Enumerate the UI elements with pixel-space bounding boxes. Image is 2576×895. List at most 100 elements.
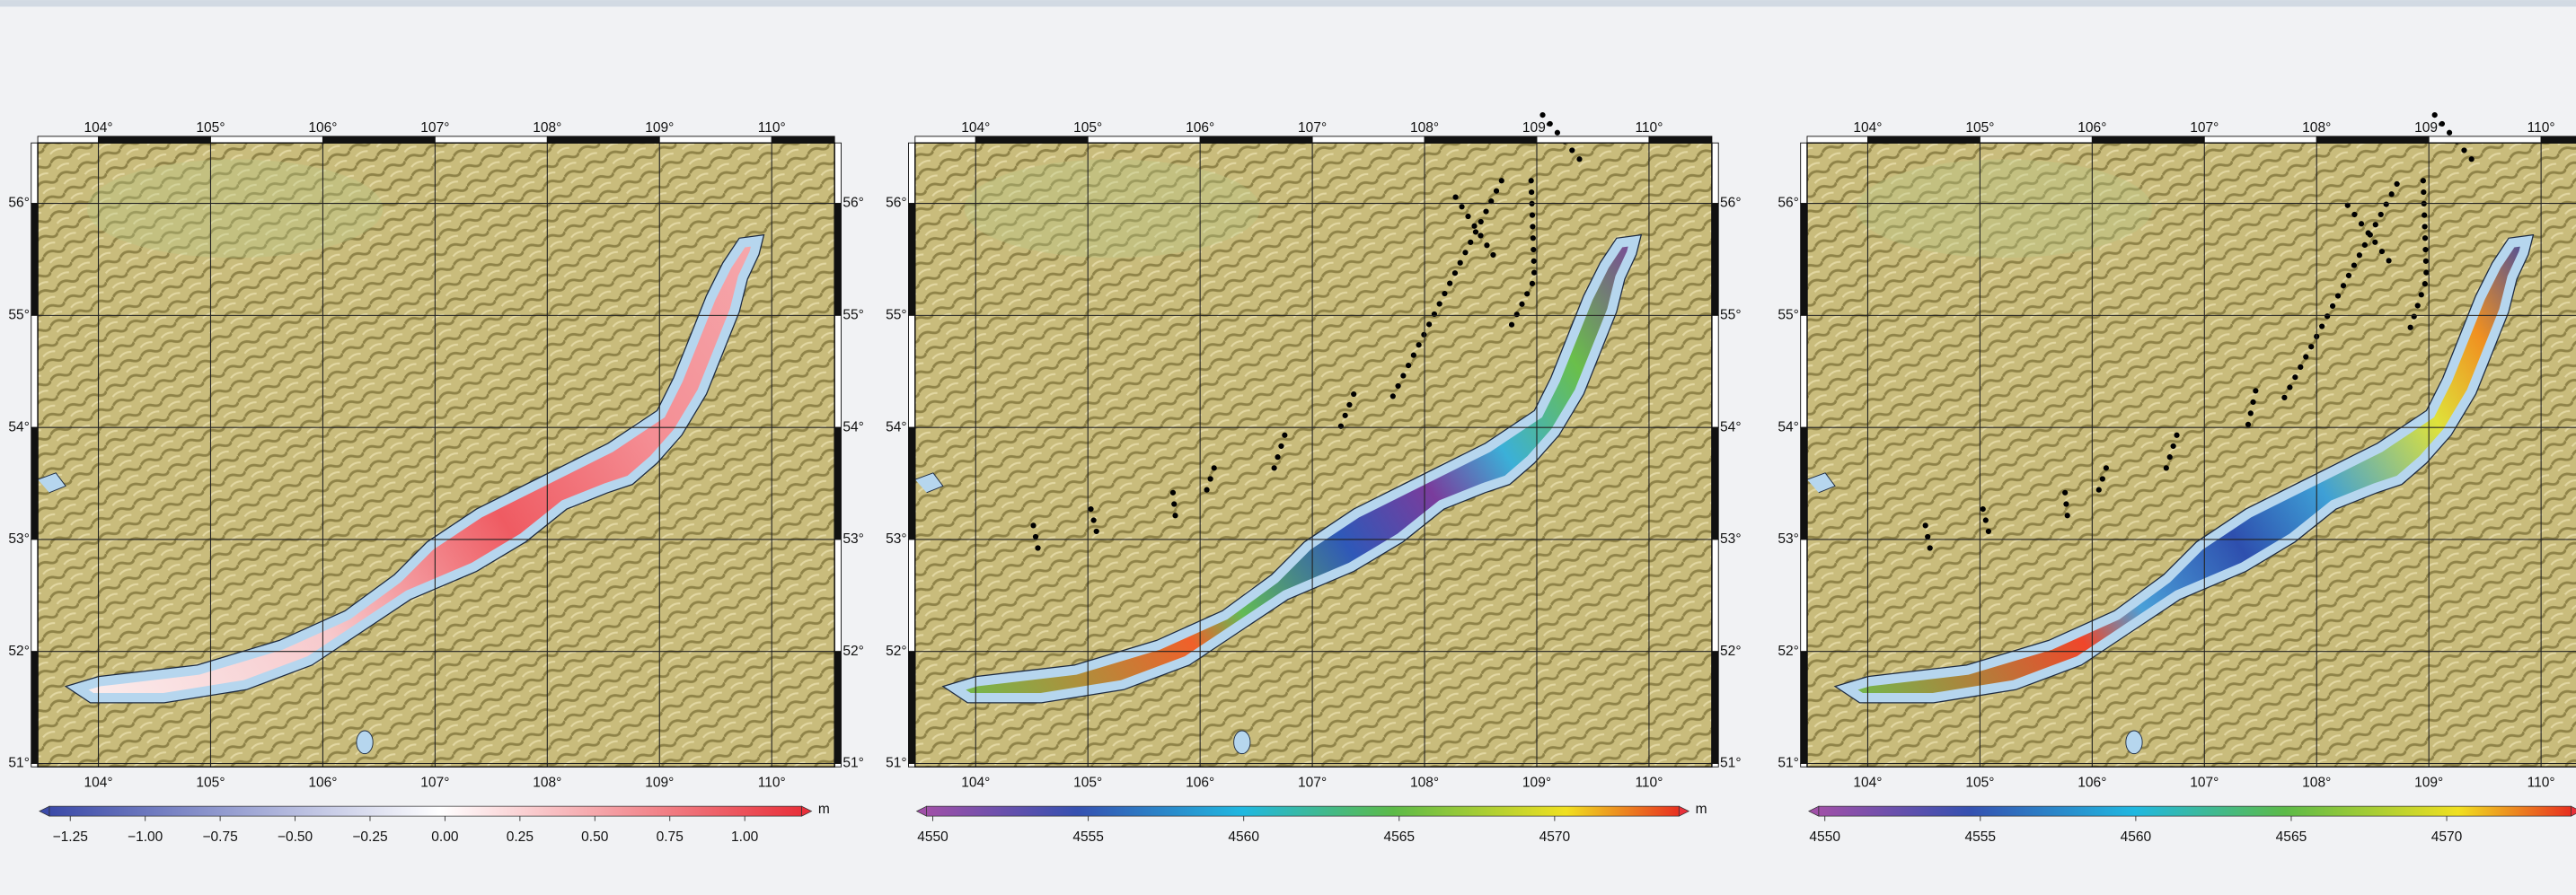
colorbar-label: 4570 <box>2431 829 2463 845</box>
lat-label-right: 56° <box>1720 196 1742 211</box>
frame-band <box>1200 136 1312 143</box>
colorbar-arrow <box>2572 806 2576 816</box>
frame-band <box>1801 764 1807 768</box>
colorbar-label: 4550 <box>917 829 948 845</box>
frame-band <box>834 143 841 203</box>
frame-band <box>659 136 772 143</box>
frame-band <box>1807 136 1867 143</box>
frame-band <box>908 764 914 768</box>
lon-label-top: 107° <box>1298 120 1327 136</box>
colorbar-arrow <box>917 806 927 816</box>
colorbar-label: 4565 <box>2276 829 2307 845</box>
lon-label-top: 109° <box>1522 120 1551 136</box>
map-panel: 104°104°105°105°106°106°107°107°108°108°… <box>1778 115 2576 845</box>
frame-band <box>1801 540 1807 652</box>
frame-band <box>1537 136 1649 143</box>
lon-label-bottom: 109° <box>2414 776 2443 791</box>
lon-label-top: 107° <box>420 120 449 136</box>
lon-label-bottom: 110° <box>758 776 786 791</box>
frame-band <box>38 136 98 143</box>
lon-label-top: 105° <box>196 120 225 136</box>
frame-band <box>908 204 914 316</box>
lat-label-left: 51° <box>1778 756 1799 771</box>
lon-label-top: 106° <box>2078 120 2106 136</box>
frame-band <box>908 540 914 652</box>
lat-label-left: 55° <box>1778 307 1799 322</box>
lon-label-bottom: 106° <box>2078 776 2106 791</box>
lat-label-left: 51° <box>886 756 907 771</box>
lat-label-right: 51° <box>842 756 864 771</box>
small-lake <box>1234 731 1250 754</box>
frame-band <box>322 136 435 143</box>
frame-band <box>2429 136 2541 143</box>
frame-band <box>834 540 841 652</box>
colorbar <box>49 806 802 816</box>
colorbar-label: 4550 <box>1809 829 1840 845</box>
colorbar-label: −0.25 <box>352 829 387 845</box>
colorbar-arrow <box>1679 806 1689 816</box>
lat-label-left: 53° <box>1778 531 1799 547</box>
frame-band <box>1801 427 1807 540</box>
frame-band <box>834 652 841 764</box>
colorbar-arrow <box>40 806 49 816</box>
lat-label-left: 54° <box>1778 419 1799 434</box>
page: {"panels":[ {"lon_range":[103.46,110.56]… <box>0 0 2576 895</box>
lon-label-bottom: 110° <box>1635 776 1663 791</box>
colorbar-label: 0.50 <box>581 829 609 845</box>
lon-label-top: 104° <box>961 120 990 136</box>
colorbar-label: −1.25 <box>53 829 88 845</box>
screenshot: 104° 104° 105° 105° 106° 106° 107° 107° 108° 108°… <box>0 0 2576 895</box>
lat-label-right: 53° <box>1720 531 1742 547</box>
colorbar-label: 4555 <box>1072 829 1104 845</box>
lon-label-bottom: 106° <box>1186 776 1214 791</box>
colorbar-unit: m <box>818 802 830 817</box>
frame-band <box>908 652 914 764</box>
lat-label-right: 56° <box>842 196 864 211</box>
frame-band <box>210 136 322 143</box>
lon-label-bottom: 105° <box>1965 776 1994 791</box>
frame-band <box>1712 540 1718 652</box>
frame-band <box>31 764 38 768</box>
frame-band <box>1712 764 1718 768</box>
lon-label-bottom: 107° <box>2190 776 2219 791</box>
frame-band <box>31 143 38 203</box>
frame-band <box>1801 652 1807 764</box>
map-panel: 104°104°105°105°106°106°107°107°108°108°… <box>8 120 863 845</box>
lat-label-left: 55° <box>8 307 30 322</box>
colorbar-label: 4560 <box>1228 829 1259 845</box>
lon-label-bottom: 105° <box>196 776 225 791</box>
frame-band <box>1867 136 1980 143</box>
colorbar-label: 0.00 <box>431 829 459 845</box>
frame-band <box>1425 136 1537 143</box>
lat-label-left: 52° <box>8 644 30 659</box>
colorbar <box>1819 806 2572 816</box>
lon-label-top: 104° <box>1853 120 1882 136</box>
frame-band <box>31 315 38 427</box>
lon-label-bottom: 107° <box>420 776 449 791</box>
frame-band <box>1801 204 1807 316</box>
frame-band <box>772 136 834 143</box>
frame-band <box>1712 143 1718 203</box>
lat-label-right: 54° <box>1720 419 1742 434</box>
vegetation-patch <box>87 159 383 258</box>
colorbar-arrow <box>802 806 812 816</box>
lat-label-right: 54° <box>842 419 864 434</box>
lon-label-top: 109° <box>2414 120 2443 136</box>
lon-label-top: 108° <box>2302 120 2331 136</box>
lon-label-bottom: 104° <box>961 776 990 791</box>
lat-label-left: 54° <box>886 419 907 434</box>
frame-band <box>915 136 975 143</box>
frame-band <box>834 764 841 768</box>
lat-label-left: 55° <box>886 307 907 322</box>
colorbar-label: 0.75 <box>657 829 684 845</box>
lon-label-bottom: 109° <box>1522 776 1551 791</box>
lon-label-top: 110° <box>1635 120 1663 136</box>
frame-band <box>2541 136 2576 143</box>
colorbar-label: −0.50 <box>278 829 313 845</box>
colorbar-label: 4565 <box>1383 829 1415 845</box>
lon-label-bottom: 108° <box>2302 776 2331 791</box>
lon-label-top: 105° <box>1073 120 1102 136</box>
lat-label-left: 56° <box>1778 196 1799 211</box>
frame-band <box>2316 136 2429 143</box>
map-panel: 104°104°105°105°106°106°107°107°108°108°… <box>886 115 1741 845</box>
